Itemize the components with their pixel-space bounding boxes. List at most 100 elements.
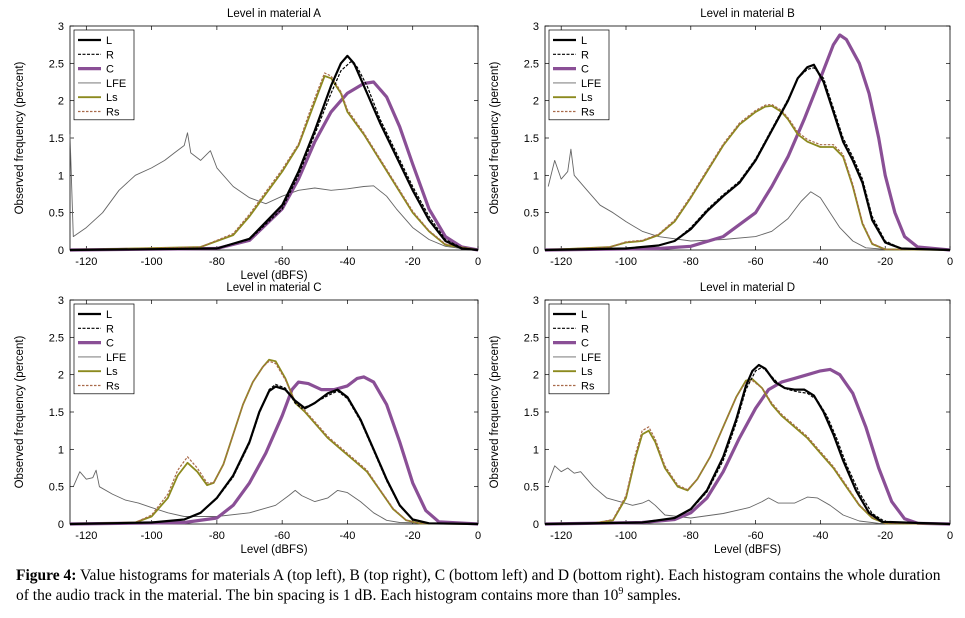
series-line-l [69, 54, 479, 252]
y-tick-label: 0.5 [49, 482, 64, 494]
y-axis-label: Observed frequency (percent) [14, 335, 26, 488]
legend-label-c: C [106, 64, 114, 76]
y-tick-label: 1 [533, 444, 539, 456]
series-line-l [544, 363, 951, 526]
x-tick-label: -80 [209, 256, 225, 268]
y-tick-label: 0 [533, 519, 539, 531]
legend-label-ls: Ls [106, 366, 118, 378]
chart-panel-3: -120 -100 -80 -60 -40 -20 0 0 0.5 1 1.5 2 2.5 3 Level … [489, 282, 953, 556]
legend: LRC LFE Ls Rs [548, 29, 610, 121]
y-axis-label: Observed frequency (percent) [489, 335, 501, 488]
series-line-ls [69, 358, 479, 525]
x-tick-label: -120 [75, 256, 97, 268]
x-axis-label: Level (dBFS) [714, 544, 781, 556]
x-tick-label: -60 [748, 256, 764, 268]
x-tick-label: -40 [812, 256, 828, 268]
x-tick-label: -20 [877, 530, 893, 542]
axes-box [544, 299, 951, 525]
legend-box [73, 29, 135, 121]
legend-label-l: L [581, 309, 587, 321]
y-tick-label: 0.5 [524, 482, 539, 494]
x-tick-label: -60 [274, 530, 290, 542]
x-tick-label: -100 [615, 256, 637, 268]
y-tick-label: 3 [58, 21, 64, 33]
legend-label-c: C [106, 338, 114, 350]
series-line-lfe [69, 132, 479, 251]
y-tick-label: 3 [58, 295, 64, 307]
legend-label-rs: Rs [581, 381, 595, 393]
x-tick-label: -40 [812, 530, 828, 542]
x-tick-label: 0 [947, 256, 953, 268]
chart-panel-2: -120 -100 -80 -60 -40 -20 0 0 0.5 1 1.5 2 2.5 3 Level … [14, 282, 481, 556]
legend-label-ls: Ls [581, 366, 593, 378]
y-axis-label: Observed frequency (percent) [489, 61, 501, 214]
caption-text: Value histograms for materials A (top le… [16, 567, 941, 604]
legend-label-lfe: LFE [581, 78, 601, 90]
series-line-rs [69, 360, 479, 525]
series-line-r [69, 383, 479, 525]
legend-label-rs: Rs [106, 107, 120, 119]
y-tick-label: 1.5 [49, 407, 64, 419]
y-tick-label: 1 [533, 170, 539, 182]
y-tick-label: 3 [533, 21, 539, 33]
series-line-c [544, 33, 951, 252]
series-line-ls [69, 75, 479, 251]
series-line-c [69, 375, 479, 526]
caption-tail: samples. [623, 587, 682, 604]
legend-label-r: R [581, 323, 589, 335]
legend-label-l: L [106, 309, 112, 321]
legend-label-lfe: LFE [581, 352, 601, 364]
caption-exponent: 9 [618, 585, 624, 597]
y-axis-label: Observed frequency (percent) [14, 61, 26, 214]
x-tick-label: -120 [75, 530, 97, 542]
chart-panel-0: -120 -100 -80 -60 -40 -20 0 0 0.5 1 1.5 2 2.5 3 Level … [14, 8, 481, 282]
x-tick-label: -20 [877, 256, 893, 268]
y-tick-label: 2 [58, 370, 64, 382]
legend-label-rs: Rs [106, 381, 120, 393]
y-tick-label: 0 [58, 519, 64, 531]
series-line-r [69, 61, 479, 251]
legend-box [548, 303, 610, 395]
y-tick-label: 1.5 [524, 133, 539, 145]
legend-label-ls: Ls [581, 92, 593, 104]
figure-chart-grid: -120 -100 -80 -60 -40 -20 0 0 0.5 1 1.5 2 2.5 3 Level … [14, 8, 953, 556]
chart-panel-1: -120 -100 -80 -60 -40 -20 0 0 0.5 1 1.5 2 2.5 3 Level … [489, 8, 953, 268]
series-line-c [544, 367, 951, 526]
y-tick-label: 1 [58, 444, 64, 456]
x-tick-label: -40 [339, 530, 355, 542]
legend-label-r: R [581, 49, 589, 61]
legend: LRC LFE Ls Rs [73, 303, 135, 395]
legend-label-c: C [581, 338, 589, 350]
x-axis-label: Level (dBFS) [240, 544, 307, 556]
y-tick-label: 1.5 [49, 133, 64, 145]
chart-title: Level in material A [227, 8, 321, 20]
y-tick-label: 2 [533, 370, 539, 382]
figure-caption: Figure 4: Value histograms for materials… [16, 566, 951, 606]
x-tick-label: -80 [683, 530, 699, 542]
chart-title: Level in material B [700, 8, 795, 20]
x-tick-label: -80 [209, 530, 225, 542]
series-line-r [544, 366, 951, 525]
caption-label: Figure 4: [16, 567, 77, 584]
y-tick-label: 0 [533, 245, 539, 257]
x-tick-label: -120 [550, 256, 572, 268]
y-tick-label: 2.5 [49, 332, 64, 344]
series-line-rs [69, 72, 479, 251]
y-tick-label: 3 [533, 295, 539, 307]
y-tick-label: 0.5 [49, 208, 64, 220]
chart-title: Level in material D [700, 282, 795, 294]
legend-label-lfe: LFE [106, 352, 126, 364]
legend-label-rs: Rs [581, 107, 595, 119]
legend-label-r: R [106, 323, 114, 335]
legend-label-r: R [106, 49, 114, 61]
x-tick-label: 0 [475, 530, 481, 542]
series-line-ls [544, 378, 951, 525]
y-tick-label: 2 [533, 96, 539, 108]
x-tick-label: -120 [550, 530, 572, 542]
x-tick-label: -60 [274, 256, 290, 268]
y-tick-label: 2 [58, 96, 64, 108]
legend-label-l: L [581, 35, 587, 47]
series-line-rs [544, 380, 951, 525]
x-tick-label: -100 [141, 256, 163, 268]
y-tick-label: 0.5 [524, 208, 539, 220]
